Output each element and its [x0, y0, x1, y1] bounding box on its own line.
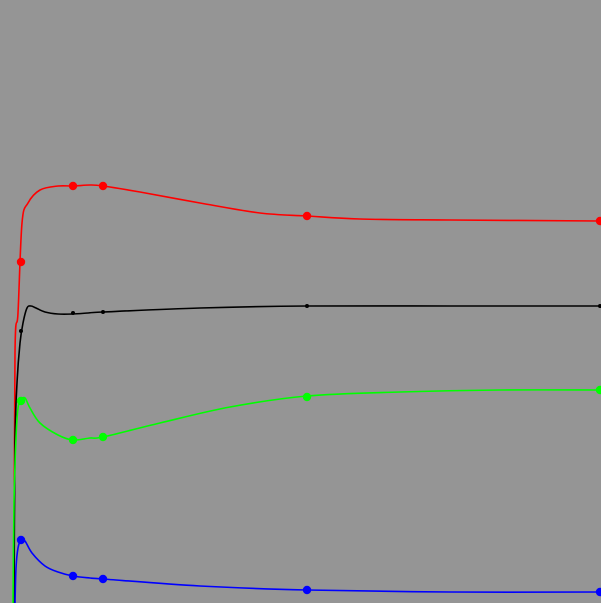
series-green [12, 385, 601, 603]
data-point-red-0 [16, 257, 26, 267]
data-point-red-1 [68, 181, 78, 191]
data-point-black-3 [305, 304, 309, 308]
data-point-red-3 [302, 211, 312, 221]
data-point-black-0 [19, 329, 23, 333]
data-point-green-1 [68, 435, 78, 445]
data-point-blue-0 [16, 535, 26, 545]
data-point-red-4 [595, 216, 601, 226]
data-point-blue-4 [595, 587, 601, 597]
series-blue [14, 535, 601, 603]
data-point-black-4 [598, 304, 601, 308]
data-point-blue-3 [302, 585, 312, 595]
data-point-green-0 [16, 396, 26, 406]
series-red [13, 181, 601, 603]
data-point-blue-2 [98, 574, 108, 584]
series-line-red [13, 184, 601, 603]
data-point-black-1 [71, 311, 75, 315]
data-point-red-2 [98, 181, 108, 191]
data-point-black-2 [101, 310, 105, 314]
series-black [13, 304, 601, 603]
data-point-blue-1 [68, 571, 78, 581]
data-point-green-4 [595, 385, 601, 395]
data-point-green-3 [302, 392, 312, 402]
data-point-green-2 [98, 432, 108, 442]
